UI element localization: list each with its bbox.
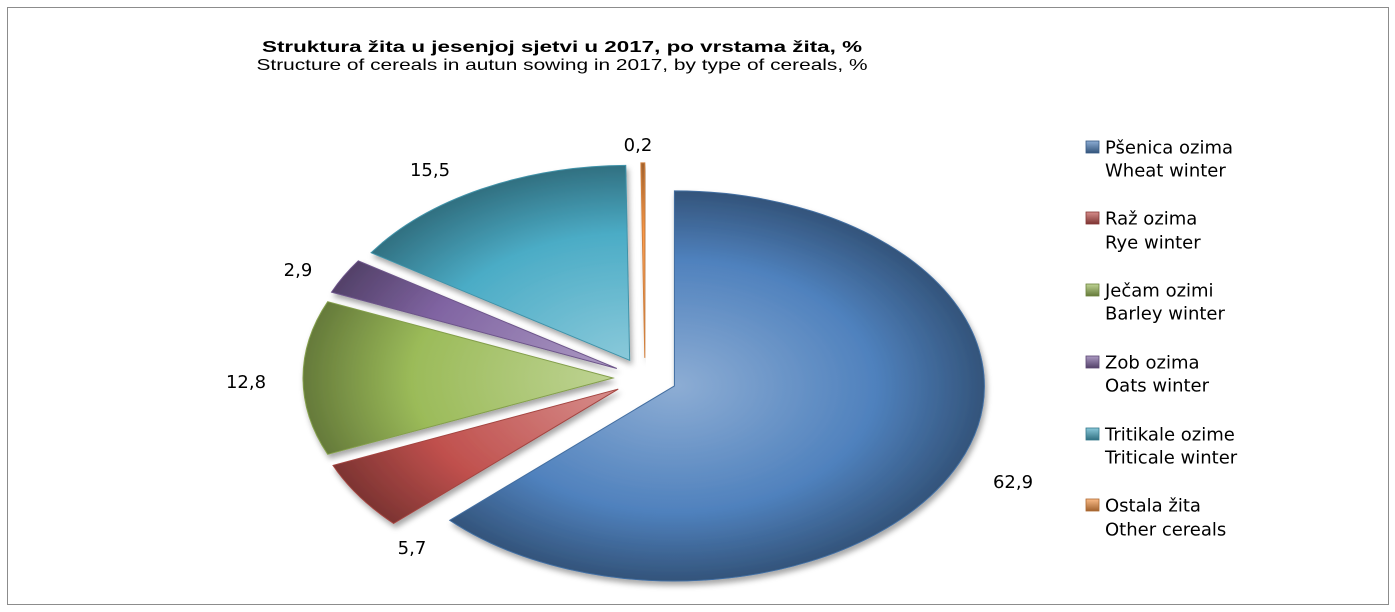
legend-marker-oats-winter xyxy=(1085,355,1100,369)
legend: Pšenica ozima Wheat winter Raž ozima Rye… xyxy=(1085,138,1238,541)
pie-slice-other-cereals xyxy=(640,162,646,358)
legend-item-other-cereals: Ostala žita Other cereals xyxy=(1085,496,1226,541)
legend-marker-rye-winter xyxy=(1085,211,1100,225)
legend-label-hr: Raž ozima xyxy=(1105,209,1197,230)
legend-item-barley-winter: Ječam ozimi Barley winter xyxy=(1085,281,1225,325)
chart-subtitle: Structure of cereals in autun sowing in … xyxy=(257,57,868,74)
pie-slice-oats-winter xyxy=(330,260,618,369)
data-label-other-cereals: 0,2 xyxy=(624,135,653,156)
legend-item-rye-winter: Raž ozima Rye winter xyxy=(1085,209,1201,254)
data-label-oats-winter: 2,9 xyxy=(284,260,313,281)
pie-slice-rye-winter xyxy=(332,388,619,525)
legend-marker-triticale-winter xyxy=(1085,427,1100,441)
data-label-triticale-winter: 15,5 xyxy=(410,160,450,181)
legend-item-triticale-winter: Tritikale ozime Triticale winter xyxy=(1085,425,1238,469)
data-label-barley-winter: 12,8 xyxy=(226,372,266,393)
legend-marker-wheat-winter xyxy=(1085,140,1100,154)
legend-label-en: Rye winter xyxy=(1105,233,1201,254)
legend-label-en: Wheat winter xyxy=(1105,161,1226,182)
legend-label-hr: Ječam ozimi xyxy=(1104,281,1214,302)
pie-slice-barley-winter xyxy=(302,301,615,455)
legend-label-hr: Tritikale ozime xyxy=(1104,425,1235,446)
legend-label-en: Other cereals xyxy=(1105,520,1226,541)
legend-label-en: Barley winter xyxy=(1105,304,1225,325)
data-labels: 62,9 5,7 12,8 2,9 15,5 0,2 xyxy=(226,135,1033,559)
data-label-wheat-winter: 62,9 xyxy=(993,472,1033,493)
legend-label-hr: Ostala žita xyxy=(1105,496,1201,517)
pie-slice-wheat-winter xyxy=(448,190,985,582)
legend-label-hr: Zob ozima xyxy=(1105,353,1200,374)
data-label-rye-winter: 5,7 xyxy=(398,538,427,559)
legend-label-en: Triticale winter xyxy=(1104,448,1238,469)
chart-title: Struktura žita u jesenjoj sjetvi u 2017,… xyxy=(262,39,862,56)
legend-marker-other-cereals xyxy=(1085,498,1100,512)
legend-item-wheat-winter: Pšenica ozima Wheat winter xyxy=(1085,138,1233,182)
legend-item-oats-winter: Zob ozima Oats winter xyxy=(1085,353,1210,397)
legend-marker-barley-winter xyxy=(1085,283,1100,297)
legend-label-hr: Pšenica ozima xyxy=(1105,138,1233,159)
pie-slice-triticale-winter xyxy=(370,164,631,362)
pie-slices xyxy=(302,162,985,582)
legend-label-en: Oats winter xyxy=(1105,376,1210,397)
